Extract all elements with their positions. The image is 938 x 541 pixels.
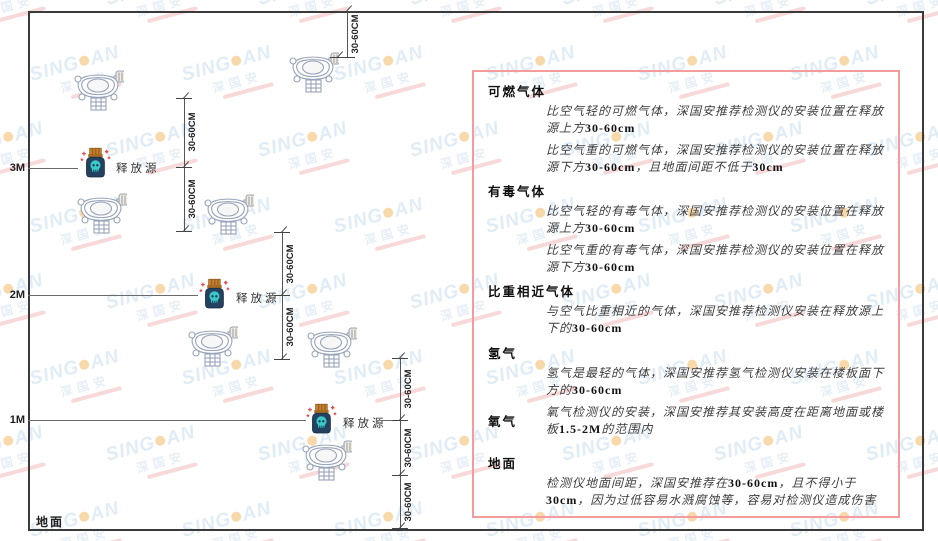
height-label-3m: 3M: [9, 162, 25, 174]
dimension-line: [282, 232, 283, 360]
section-paragraph: 氢气是最轻的气体，深国安推荐氢气检测仪安装在楼板面下方的30-60cm: [546, 366, 885, 397]
dimension-label: 30-60CM: [403, 369, 414, 409]
section-oxygen: 氧气 氧气检测仪的安装，深国安推荐其安装高度在距离地面或楼板1.5-2M的范围内: [488, 404, 884, 437]
section-toxic-gas: 有毒气体 比空气轻的有毒气体，深国安推荐检测仪的安装位置在释放源上方30-60c…: [488, 181, 884, 275]
dimension-line: [400, 358, 401, 529]
dimension-tick: [392, 475, 408, 476]
section-paragraph: 与空气比重相近的气体，深国安推荐检测仪安装在释放源上下的30-60cm: [546, 304, 885, 335]
left-wall-line: [28, 11, 30, 531]
section-paragraph: 比空气轻的可燃气体，深国安推荐检测仪的安装位置在释放源上方30-60cm: [546, 104, 885, 135]
dimension-label: 30-60CM: [187, 179, 198, 219]
info-panel: 可燃气体 比空气轻的可燃气体，深国安推荐检测仪的安装位置在释放源上方30-60c…: [472, 70, 900, 518]
dimension-tick: [392, 528, 408, 529]
section-paragraph: 检测仪地面间距，深国安推荐在30-60cm，且不得小于30cm，因为过低容易水溅…: [546, 476, 877, 507]
section-similar-density-gas: 比重相近气体 与空气比重相近的气体，深国安推荐检测仪安装在释放源上下的30-60…: [488, 281, 884, 336]
section-heading: 氧气: [488, 415, 518, 429]
release-source-label: 释放源: [343, 418, 387, 430]
dimension-tick: [176, 98, 192, 99]
dimension-label: 30-60CM: [403, 482, 414, 522]
dimension-tick: [274, 359, 290, 360]
gas-detector-icon: [287, 52, 339, 94]
ceiling-line: [28, 11, 924, 13]
dimension-tick: [330, 57, 355, 58]
right-wall-line: [922, 11, 924, 531]
release-source-label: 释放源: [116, 163, 160, 175]
dimension-tick: [176, 167, 192, 168]
gas-detector-icon: [305, 327, 357, 369]
dimension-tick: [274, 295, 290, 296]
height-label-1m: 1M: [9, 414, 25, 426]
section-heading: 地面: [488, 457, 518, 471]
section-heading: 可燃气体: [488, 85, 547, 99]
section-paragraph: 比空气重的可燃气体，深国安推荐检测仪的安装位置在释放源下方30-60cm，且地面…: [546, 143, 885, 174]
section-heading: 比重相近气体: [488, 285, 576, 299]
dimension-label: 30-60CM: [350, 14, 361, 54]
section-paragraph: 比空气轻的有毒气体，深国安推荐检测仪的安装位置在释放源上方30-60cm: [546, 204, 885, 235]
section-flammable-gas: 可燃气体 比空气轻的可燃气体，深国安推荐检测仪的安装位置在释放源上方30-60c…: [488, 81, 884, 175]
dimension-label: 30-60CM: [403, 428, 414, 468]
section-hydrogen: 氢气 氢气是最轻的气体，深国安推荐氢气检测仪安装在楼板面下方的30-60cm: [488, 343, 884, 398]
gas-detector-icon: [202, 194, 254, 236]
dimension-label: 30-60CM: [285, 307, 296, 347]
level-line-3m: [28, 168, 78, 169]
gas-detector-icon: [186, 326, 238, 368]
dimension-tick: [392, 358, 408, 359]
release-source-icon: [196, 278, 232, 311]
source-leader-line: [382, 420, 400, 421]
dimension-label: 30-60CM: [187, 112, 198, 152]
section-heading: 有毒气体: [488, 185, 547, 199]
dimension-tick: [392, 420, 408, 421]
section-paragraph: 比空气重的有毒气体，深国安推荐检测仪的安装位置在释放源下方30-60cm: [546, 243, 885, 274]
height-label-2m: 2M: [9, 289, 25, 301]
section-heading: 氢气: [488, 347, 518, 361]
dimension-line: [347, 11, 348, 57]
dimension-tick: [176, 231, 192, 232]
release-source-icon: [303, 403, 339, 436]
section-ground: 地面 检测仪地面间距，深国安推荐在30-60cm，且不得小于30cm，因为过低容…: [488, 453, 884, 508]
dimension-tick: [339, 11, 355, 12]
section-paragraph: 氧气检测仪的安装，深国安推荐其安装高度在距离地面或楼板1.5-2M的范围内: [546, 405, 885, 436]
ground-line: [28, 529, 924, 531]
release-source-label: 释放源: [236, 293, 280, 305]
level-line-1m: [28, 420, 306, 421]
dimension-tick: [274, 232, 290, 233]
release-source-icon: [77, 147, 113, 180]
gas-detector-icon: [300, 440, 352, 482]
level-line-2m: [28, 295, 198, 296]
ground-label: 地面: [36, 515, 65, 529]
gas-detector-icon: [72, 70, 124, 112]
gas-detector-icon: [75, 193, 127, 235]
dimension-label: 30-60CM: [285, 244, 296, 284]
